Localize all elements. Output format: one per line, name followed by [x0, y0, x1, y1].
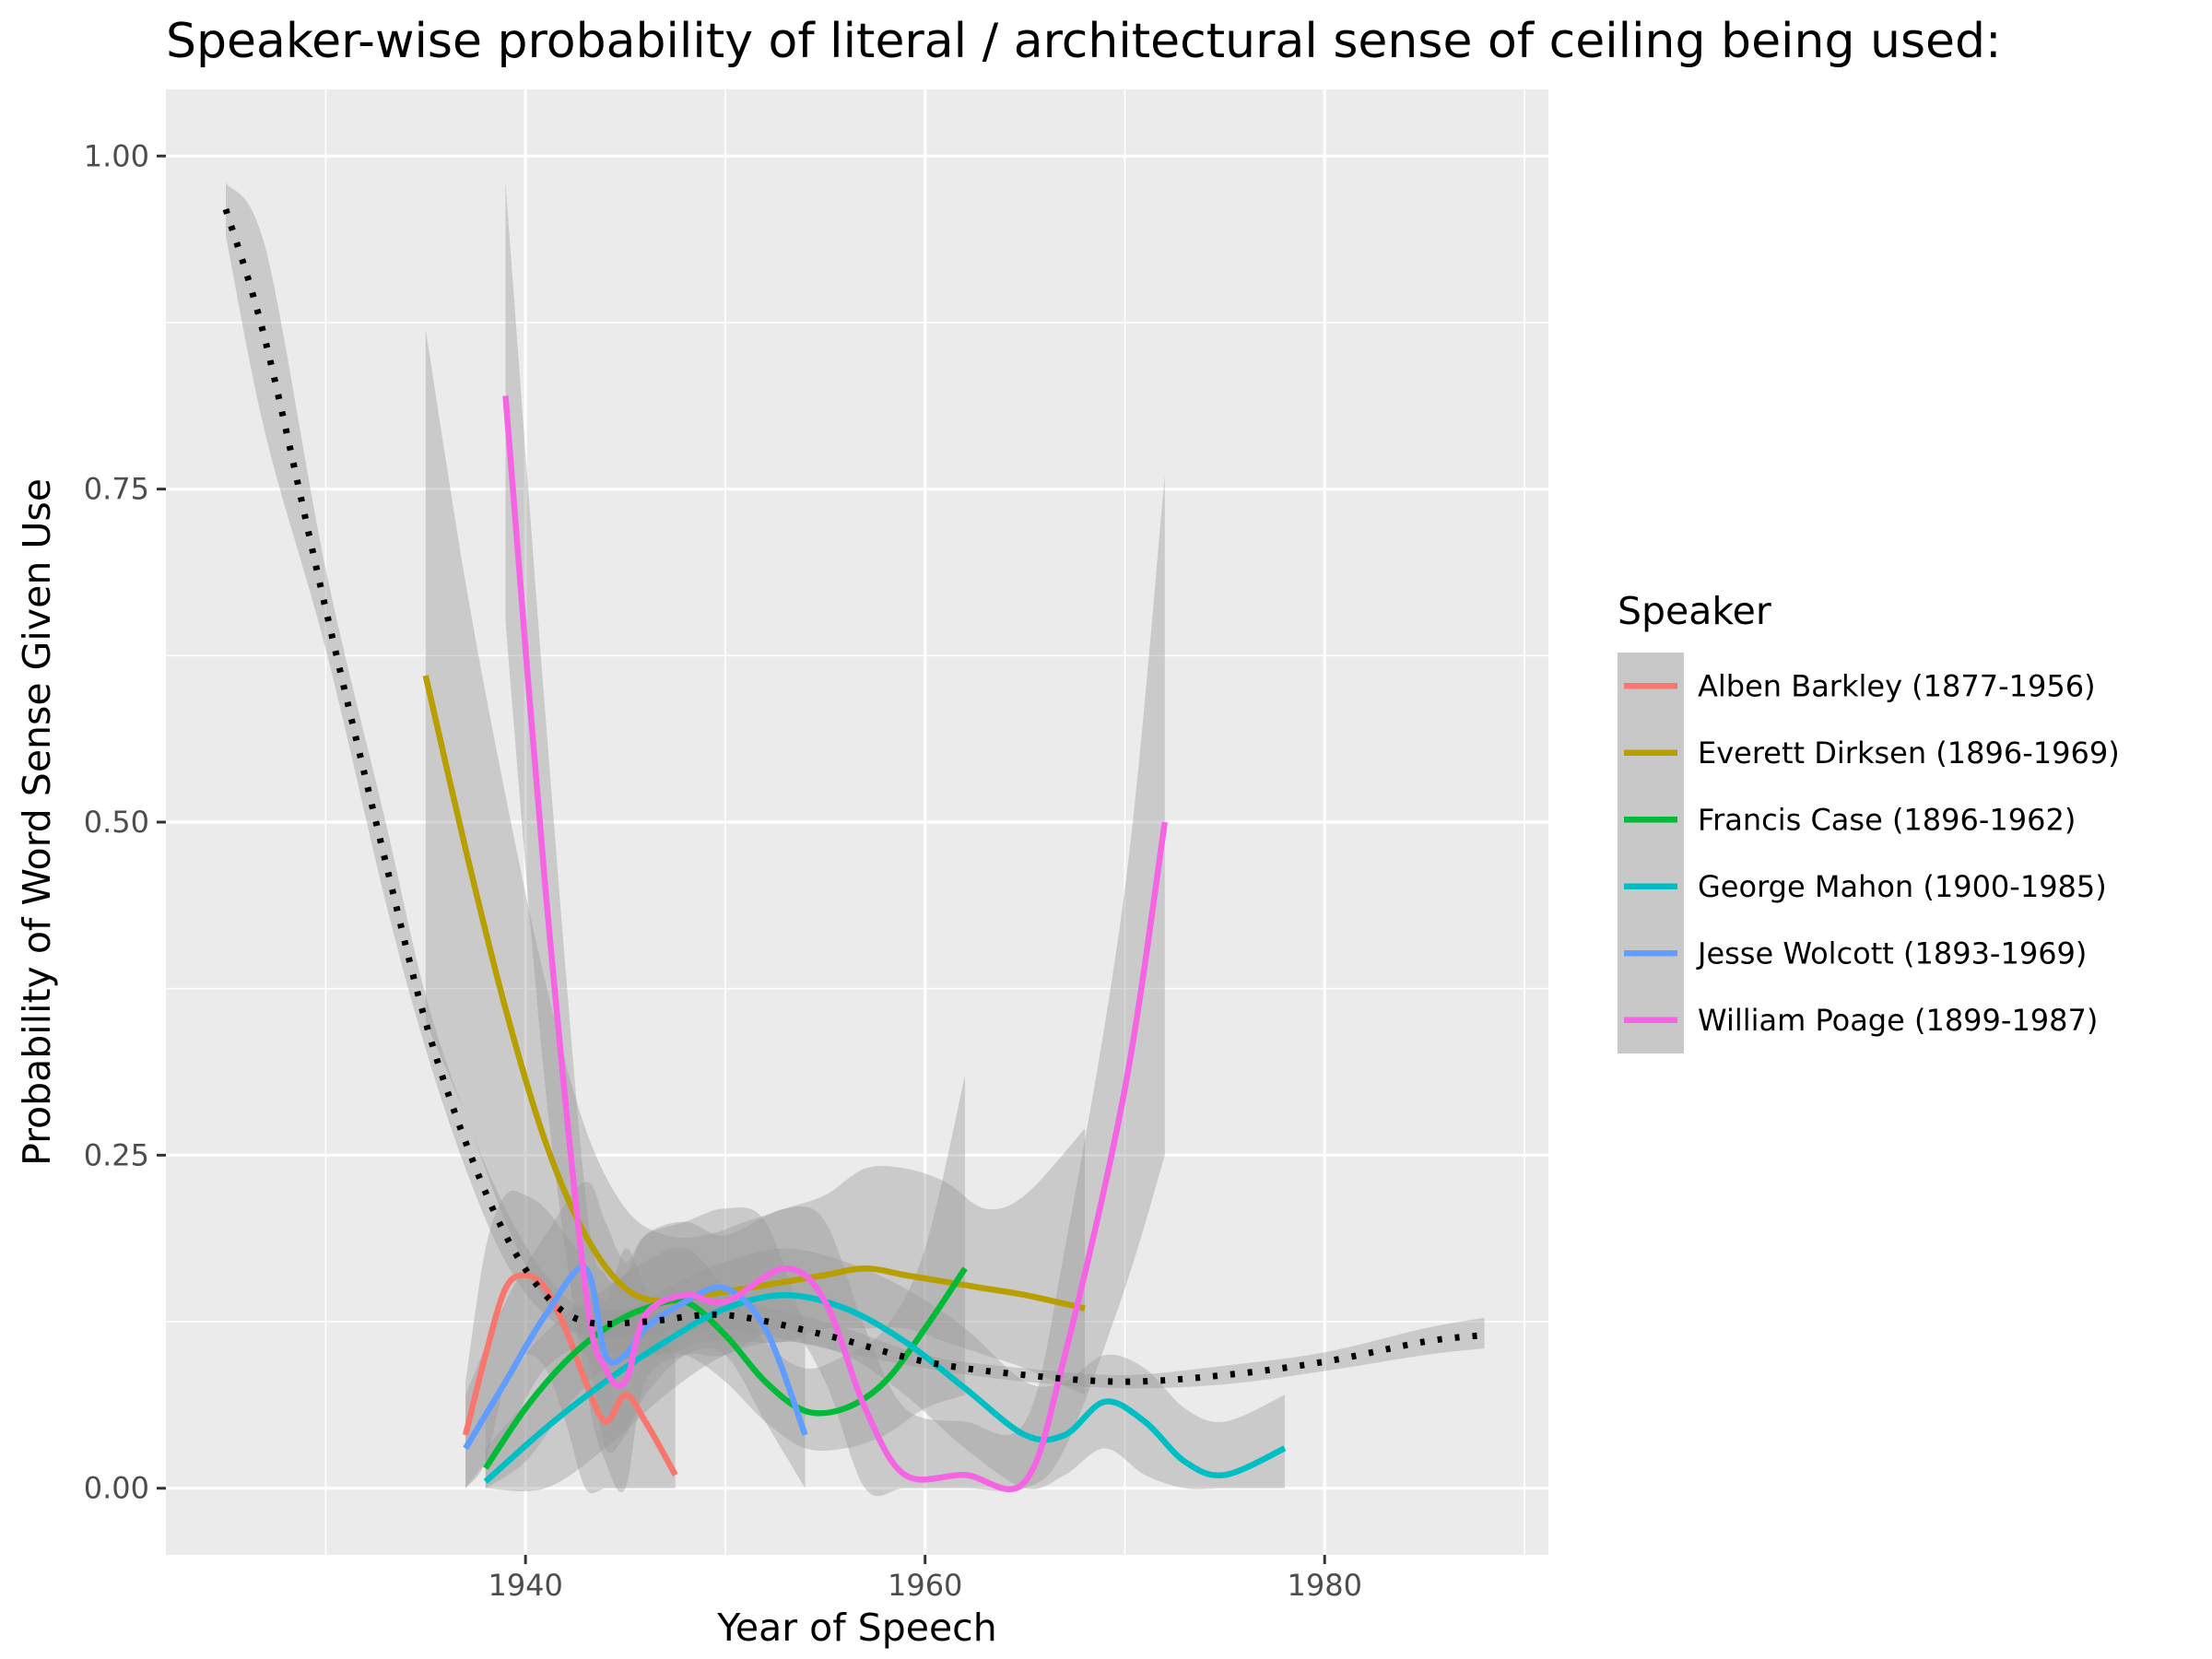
series-line-3 — [483, 1291, 1287, 1484]
x-tick-label: 1960 — [888, 1568, 962, 1603]
series-line-1 — [422, 675, 1086, 1312]
series-line-5 — [502, 395, 1169, 1492]
y-tick-label: 0.50 — [84, 805, 149, 840]
legend-label: George Mahon (1900-1985) — [1698, 869, 2107, 904]
series-lines — [222, 208, 1485, 1492]
series-line-2 — [483, 1266, 968, 1470]
legend-label: Everett Dirksen (1896-1969) — [1698, 735, 2120, 771]
confidence-band-1 — [425, 329, 1086, 1395]
series-line-0 — [462, 1272, 678, 1477]
legend-items: Alben Barkley (1877-1956) Everett Dirksen… — [1624, 668, 2120, 1038]
legend-label: Jesse Wolcott (1893-1969) — [1696, 935, 2087, 971]
y-axis-title: Probability of Word Sense Given Use — [15, 478, 59, 1166]
legend-label: Alben Barkley (1877-1956) — [1698, 668, 2096, 703]
chart-title: Speaker-wise probability of literal / ar… — [166, 14, 2002, 69]
x-tick-label: 1980 — [1288, 1568, 1362, 1603]
y-tick-label: 1.00 — [84, 138, 149, 173]
confidence-band-2 — [485, 1075, 966, 1488]
y-tick-label: 0.00 — [84, 1471, 149, 1506]
axis-ticks: 1940 1960 1980 0.00 0.25 0.50 0.75 1.00 — [84, 138, 1362, 1603]
legend-key-background — [1618, 653, 1684, 1053]
y-tick-label: 0.75 — [84, 472, 149, 507]
grid-lines — [166, 89, 1548, 1555]
legend: Speaker Alben Barkley (1877-1956) Everett… — [1618, 589, 2120, 1053]
legend-label: William Poage (1899-1987) — [1698, 1003, 2098, 1038]
confidence-bands — [226, 182, 1485, 1497]
confidence-band-3 — [485, 1248, 1285, 1491]
legend-title: Speaker — [1618, 589, 1771, 633]
x-axis-title: Year of Speech — [716, 1606, 996, 1650]
y-tick-label: 0.25 — [84, 1137, 149, 1172]
series-line-4 — [463, 1265, 808, 1451]
legend-label: Francis Case (1896-1962) — [1698, 802, 2076, 837]
x-tick-label: 1940 — [488, 1568, 562, 1603]
